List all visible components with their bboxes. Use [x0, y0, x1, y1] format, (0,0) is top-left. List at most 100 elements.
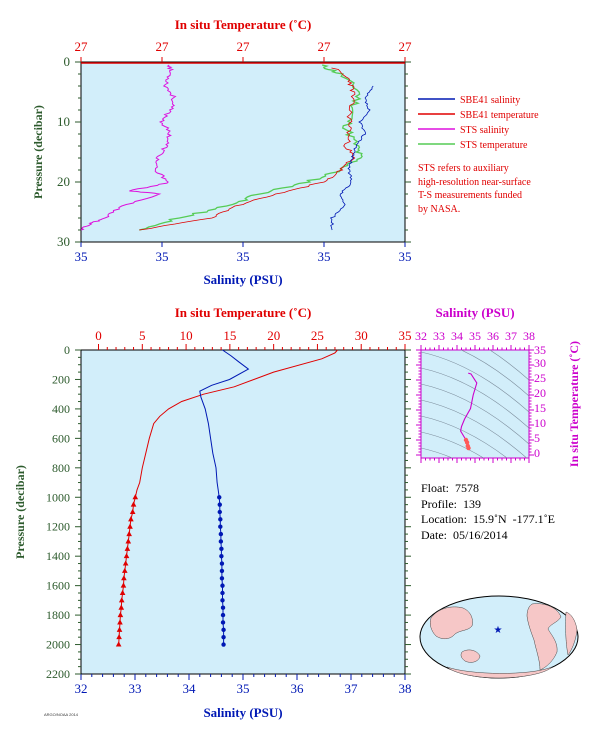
ts-sal-tick-label: 37	[505, 329, 517, 343]
main-sal-tick-label: 37	[345, 681, 359, 696]
credit-text: ARGO/NOAA 2014	[44, 712, 79, 717]
top-sal-tick-label: 35	[237, 249, 250, 264]
main-temp-tick-label: 10	[180, 328, 193, 343]
ts-sal-ticks: 32 33 34 35 36 37 38	[415, 329, 535, 343]
ts-deep-sample-marker	[466, 445, 471, 451]
temperature-sample-marker	[123, 552, 130, 559]
top-series-line-sbe41-temperature	[139, 67, 356, 231]
density-contour-line	[489, 350, 529, 381]
ts-series-group	[460, 372, 478, 451]
top-pressure-tick-label: 0	[64, 54, 71, 69]
salinity-sample-marker	[220, 598, 225, 603]
main-pressure-tick-label: 1600	[46, 579, 70, 593]
main-pressure-tick-label: 0	[64, 343, 70, 357]
salinity-sample-marker	[219, 576, 225, 581]
salinity-sample-marker	[218, 539, 224, 544]
top-legend: SBE41 salinity SBE41 temperature STS sal…	[418, 95, 539, 151]
ts-deep-sample-marker	[464, 440, 470, 445]
ts-temp-tick-label: 10	[534, 416, 546, 430]
top-temp-tick-label: 27	[156, 39, 170, 54]
main-pressure-tick-label: 1400	[46, 549, 70, 563]
main-pressure-tick-label: 2000	[46, 638, 70, 652]
top-panel: In situ Temperature (˚C) 27 27 27 27 27 …	[31, 17, 539, 287]
density-contour-line	[421, 415, 508, 458]
density-contour-line	[421, 431, 485, 458]
temperature-sample-marker	[120, 582, 127, 588]
salinity-sample-marker	[221, 634, 226, 640]
temperature-sample-marker	[118, 604, 125, 610]
main-pressure-ticks: 0 200 400 600 800 1000 1200 1400 1600 18…	[46, 343, 70, 681]
top-series-line-sbe41-salinity	[329, 85, 374, 231]
salinity-sample-marker	[221, 627, 226, 633]
main-temp-axis-title: In situ Temperature (˚C)	[175, 305, 312, 320]
main-pressure-tick-label: 1800	[46, 608, 70, 622]
density-contour-line	[421, 383, 529, 445]
top-temp-axis-title: In situ Temperature (˚C)	[175, 17, 312, 32]
top-series-line-sts-salinity	[80, 64, 177, 231]
main-pressure-tick-label: 600	[52, 431, 70, 445]
ts-temp-tick-label: 30	[534, 356, 546, 370]
main-temp-tick-label: 0	[95, 328, 102, 343]
salinity-sample-marker	[221, 642, 226, 647]
ts-panel: Salinity (PSU) 32 33 34 35 36 37 38 0 5 …	[415, 305, 581, 467]
ts-density-contours	[421, 350, 529, 458]
main-sal-tick-label: 38	[399, 681, 412, 696]
main-temp-tick-label: 5	[139, 328, 146, 343]
top-sal-tick-label: 35	[156, 249, 169, 264]
salinity-sample-marker	[220, 620, 226, 625]
ts-temp-tick-label: 20	[534, 386, 546, 400]
main-pressure-tick-label: 1200	[46, 520, 70, 534]
salinity-sample-marker	[218, 524, 223, 529]
temperature-sample-marker	[127, 523, 133, 529]
main-temp-tick-label: 35	[399, 328, 412, 343]
density-contour-line	[421, 399, 528, 458]
ts-plot-area	[420, 349, 530, 459]
ts-temp-tick-label: 5	[534, 431, 540, 445]
ts-temp-tick-label: 0	[534, 446, 540, 460]
top-pressure-tick-label: 10	[57, 114, 70, 129]
ts-temp-tick-label: 25	[534, 371, 546, 385]
legend-label-sts-salinity: STS salinity	[460, 125, 509, 136]
ts-sal-tick-label: 35	[469, 329, 481, 343]
top-pressure-tick-label: 30	[57, 234, 70, 249]
ts-sal-tick-label: 32	[415, 329, 427, 343]
main-sal-ticks: 32 33 34 35 36 37 38	[75, 681, 412, 696]
top-temp-tick-label: 27	[237, 39, 251, 54]
density-contour-line	[421, 447, 453, 458]
main-sal-axis-title: Salinity (PSU)	[203, 705, 282, 720]
temperature-sample-marker	[129, 508, 136, 514]
top-sal-tick-label: 35	[318, 249, 331, 264]
temperature-sample-marker	[121, 567, 128, 573]
temperature-sample-marker	[115, 641, 122, 647]
main-temp-ticks: 0 5 10 15 20 25 30 35	[95, 328, 411, 343]
sts-note-line: high-resolution near-surface	[418, 176, 531, 188]
ts-sal-axis-title: Salinity (PSU)	[435, 305, 514, 320]
main-sal-tick-label: 35	[237, 681, 250, 696]
main-axis-ticks	[75, 344, 411, 680]
main-series-line-temperature	[134, 349, 338, 498]
temperature-sample-marker	[124, 545, 131, 551]
main-pressure-tick-label: 2200	[46, 667, 70, 681]
main-sal-tick-label: 36	[291, 681, 305, 696]
profile-number: Profile: 139	[421, 496, 481, 511]
top-series-group	[80, 62, 405, 231]
salinity-sample-marker	[219, 561, 225, 566]
salinity-sample-marker	[219, 546, 224, 552]
ts-axis-ticks	[416, 345, 534, 463]
top-temp-tick-label: 27	[75, 39, 89, 54]
main-panel: In situ Temperature (˚C) 0 5 10 15 20 25…	[13, 305, 412, 720]
top-temp-tick-label: 27	[399, 39, 413, 54]
date: Date: 05/16/2014	[421, 527, 508, 542]
main-temp-tick-label: 15	[223, 328, 236, 343]
salinity-sample-marker	[218, 531, 224, 537]
temperature-sample-marker	[121, 575, 127, 581]
temperature-sample-marker	[117, 619, 123, 625]
salinity-sample-marker	[219, 553, 224, 559]
temperature-sample-marker	[128, 516, 134, 522]
ts-sal-tick-label: 34	[451, 329, 463, 343]
location: Location: 15.9˚N -177.1˚E	[421, 512, 555, 526]
ts-temp-tick-label: 35	[534, 343, 546, 357]
top-sal-axis-title: Salinity (PSU)	[203, 272, 282, 287]
main-pressure-tick-label: 400	[52, 402, 70, 416]
main-pressure-tick-label: 800	[52, 461, 70, 475]
